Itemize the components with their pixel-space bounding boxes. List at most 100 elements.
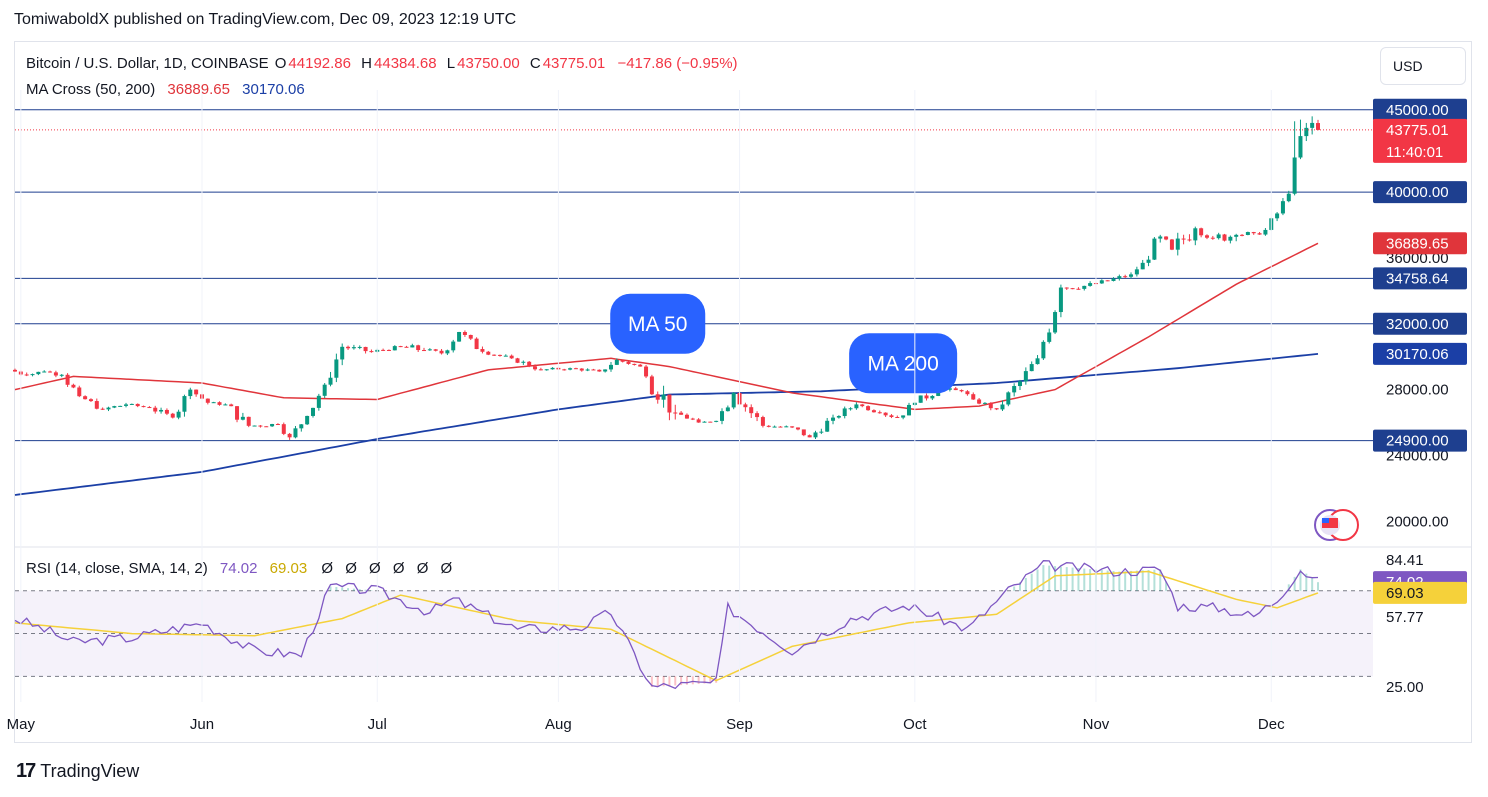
candle[interactable] (328, 371, 333, 387)
candle[interactable] (515, 357, 520, 364)
candle[interactable] (1304, 122, 1309, 142)
tradingview-logo[interactable]: 17 TradingView (16, 760, 139, 783)
candle[interactable] (1012, 383, 1017, 397)
candle[interactable] (971, 392, 976, 400)
candle[interactable] (252, 425, 257, 427)
candle[interactable] (533, 364, 538, 371)
candle[interactable] (258, 425, 263, 428)
candle[interactable] (1257, 231, 1262, 235)
candle[interactable] (445, 349, 450, 356)
candle[interactable] (527, 360, 532, 368)
candle[interactable] (24, 372, 29, 377)
candle[interactable] (591, 368, 596, 371)
candle[interactable] (404, 345, 409, 348)
candle[interactable] (842, 406, 847, 419)
candle[interactable] (159, 407, 164, 414)
candle[interactable] (831, 414, 836, 425)
candle[interactable] (994, 408, 999, 411)
candle[interactable] (866, 405, 871, 411)
candle[interactable] (305, 415, 310, 425)
candle[interactable] (953, 386, 958, 391)
candle[interactable] (790, 426, 795, 429)
rsi-label[interactable]: RSI (14, close, SMA, 14, 2) (26, 560, 208, 577)
candle[interactable] (684, 413, 689, 419)
candle[interactable] (772, 425, 777, 428)
candle[interactable] (1204, 234, 1209, 240)
candle[interactable] (1152, 237, 1157, 261)
candle[interactable] (410, 343, 415, 348)
candle[interactable] (264, 425, 269, 428)
candle[interactable] (1222, 233, 1227, 242)
candle[interactable] (1076, 287, 1081, 290)
candle[interactable] (1164, 236, 1169, 241)
candle[interactable] (1070, 287, 1075, 290)
candle[interactable] (731, 392, 736, 410)
candle[interactable] (895, 415, 900, 418)
candle[interactable] (860, 403, 865, 408)
candle[interactable] (638, 363, 643, 367)
candle[interactable] (959, 389, 964, 393)
candle[interactable] (1099, 279, 1104, 284)
candle[interactable] (1029, 361, 1034, 372)
candle[interactable] (211, 401, 216, 404)
candle[interactable] (755, 411, 760, 422)
candle[interactable] (795, 427, 800, 431)
candle[interactable] (316, 393, 321, 411)
candle[interactable] (322, 383, 327, 399)
candle[interactable] (632, 363, 637, 366)
candle[interactable] (462, 330, 467, 337)
candle[interactable] (655, 391, 660, 404)
candle[interactable] (1210, 235, 1215, 240)
candle[interactable] (614, 358, 619, 366)
candle[interactable] (1129, 272, 1134, 279)
candle[interactable] (854, 402, 859, 410)
candle[interactable] (170, 412, 175, 419)
candle[interactable] (1140, 259, 1145, 270)
candle[interactable] (813, 430, 818, 439)
candle[interactable] (94, 398, 99, 410)
candle[interactable] (807, 434, 812, 438)
candle[interactable] (65, 373, 70, 387)
rsi-line[interactable] (14, 560, 1319, 690)
candle[interactable] (760, 415, 765, 428)
candle[interactable] (708, 421, 713, 423)
candle[interactable] (988, 402, 993, 411)
symbol-title[interactable]: Bitcoin / U.S. Dollar, 1D, COINBASE (26, 55, 269, 72)
candle[interactable] (906, 402, 911, 416)
candle[interactable] (930, 395, 935, 401)
candle[interactable] (468, 334, 473, 341)
candle[interactable] (246, 416, 251, 428)
candle[interactable] (1000, 400, 1005, 412)
candle[interactable] (714, 420, 719, 423)
candle[interactable] (1105, 280, 1110, 282)
candle[interactable] (749, 404, 754, 419)
candle[interactable] (36, 371, 41, 376)
candle[interactable] (223, 403, 228, 406)
ma-cross-label[interactable]: MA Cross (50, 200) (26, 81, 156, 98)
candle[interactable] (1175, 232, 1180, 256)
candle[interactable] (924, 393, 929, 401)
candle[interactable] (346, 345, 351, 351)
candle[interactable] (784, 425, 789, 428)
candle[interactable] (71, 383, 76, 389)
candle[interactable] (1169, 238, 1174, 251)
candle[interactable] (188, 387, 193, 400)
annotation-badge[interactable]: MA 50 (610, 293, 706, 354)
candle[interactable] (77, 385, 82, 398)
candle[interactable] (690, 417, 695, 421)
candle[interactable] (88, 398, 93, 403)
candle[interactable] (1134, 266, 1139, 277)
candle[interactable] (725, 405, 730, 412)
candle[interactable] (679, 411, 684, 415)
candle[interactable] (661, 385, 666, 408)
candle[interactable] (1216, 232, 1221, 240)
candle[interactable] (1193, 226, 1198, 246)
candle[interactable] (422, 347, 427, 352)
candle[interactable] (427, 348, 432, 351)
candle[interactable] (562, 368, 567, 371)
candle[interactable] (544, 369, 549, 371)
candle[interactable] (1023, 367, 1028, 385)
candle[interactable] (702, 421, 707, 423)
candle[interactable] (597, 369, 602, 372)
